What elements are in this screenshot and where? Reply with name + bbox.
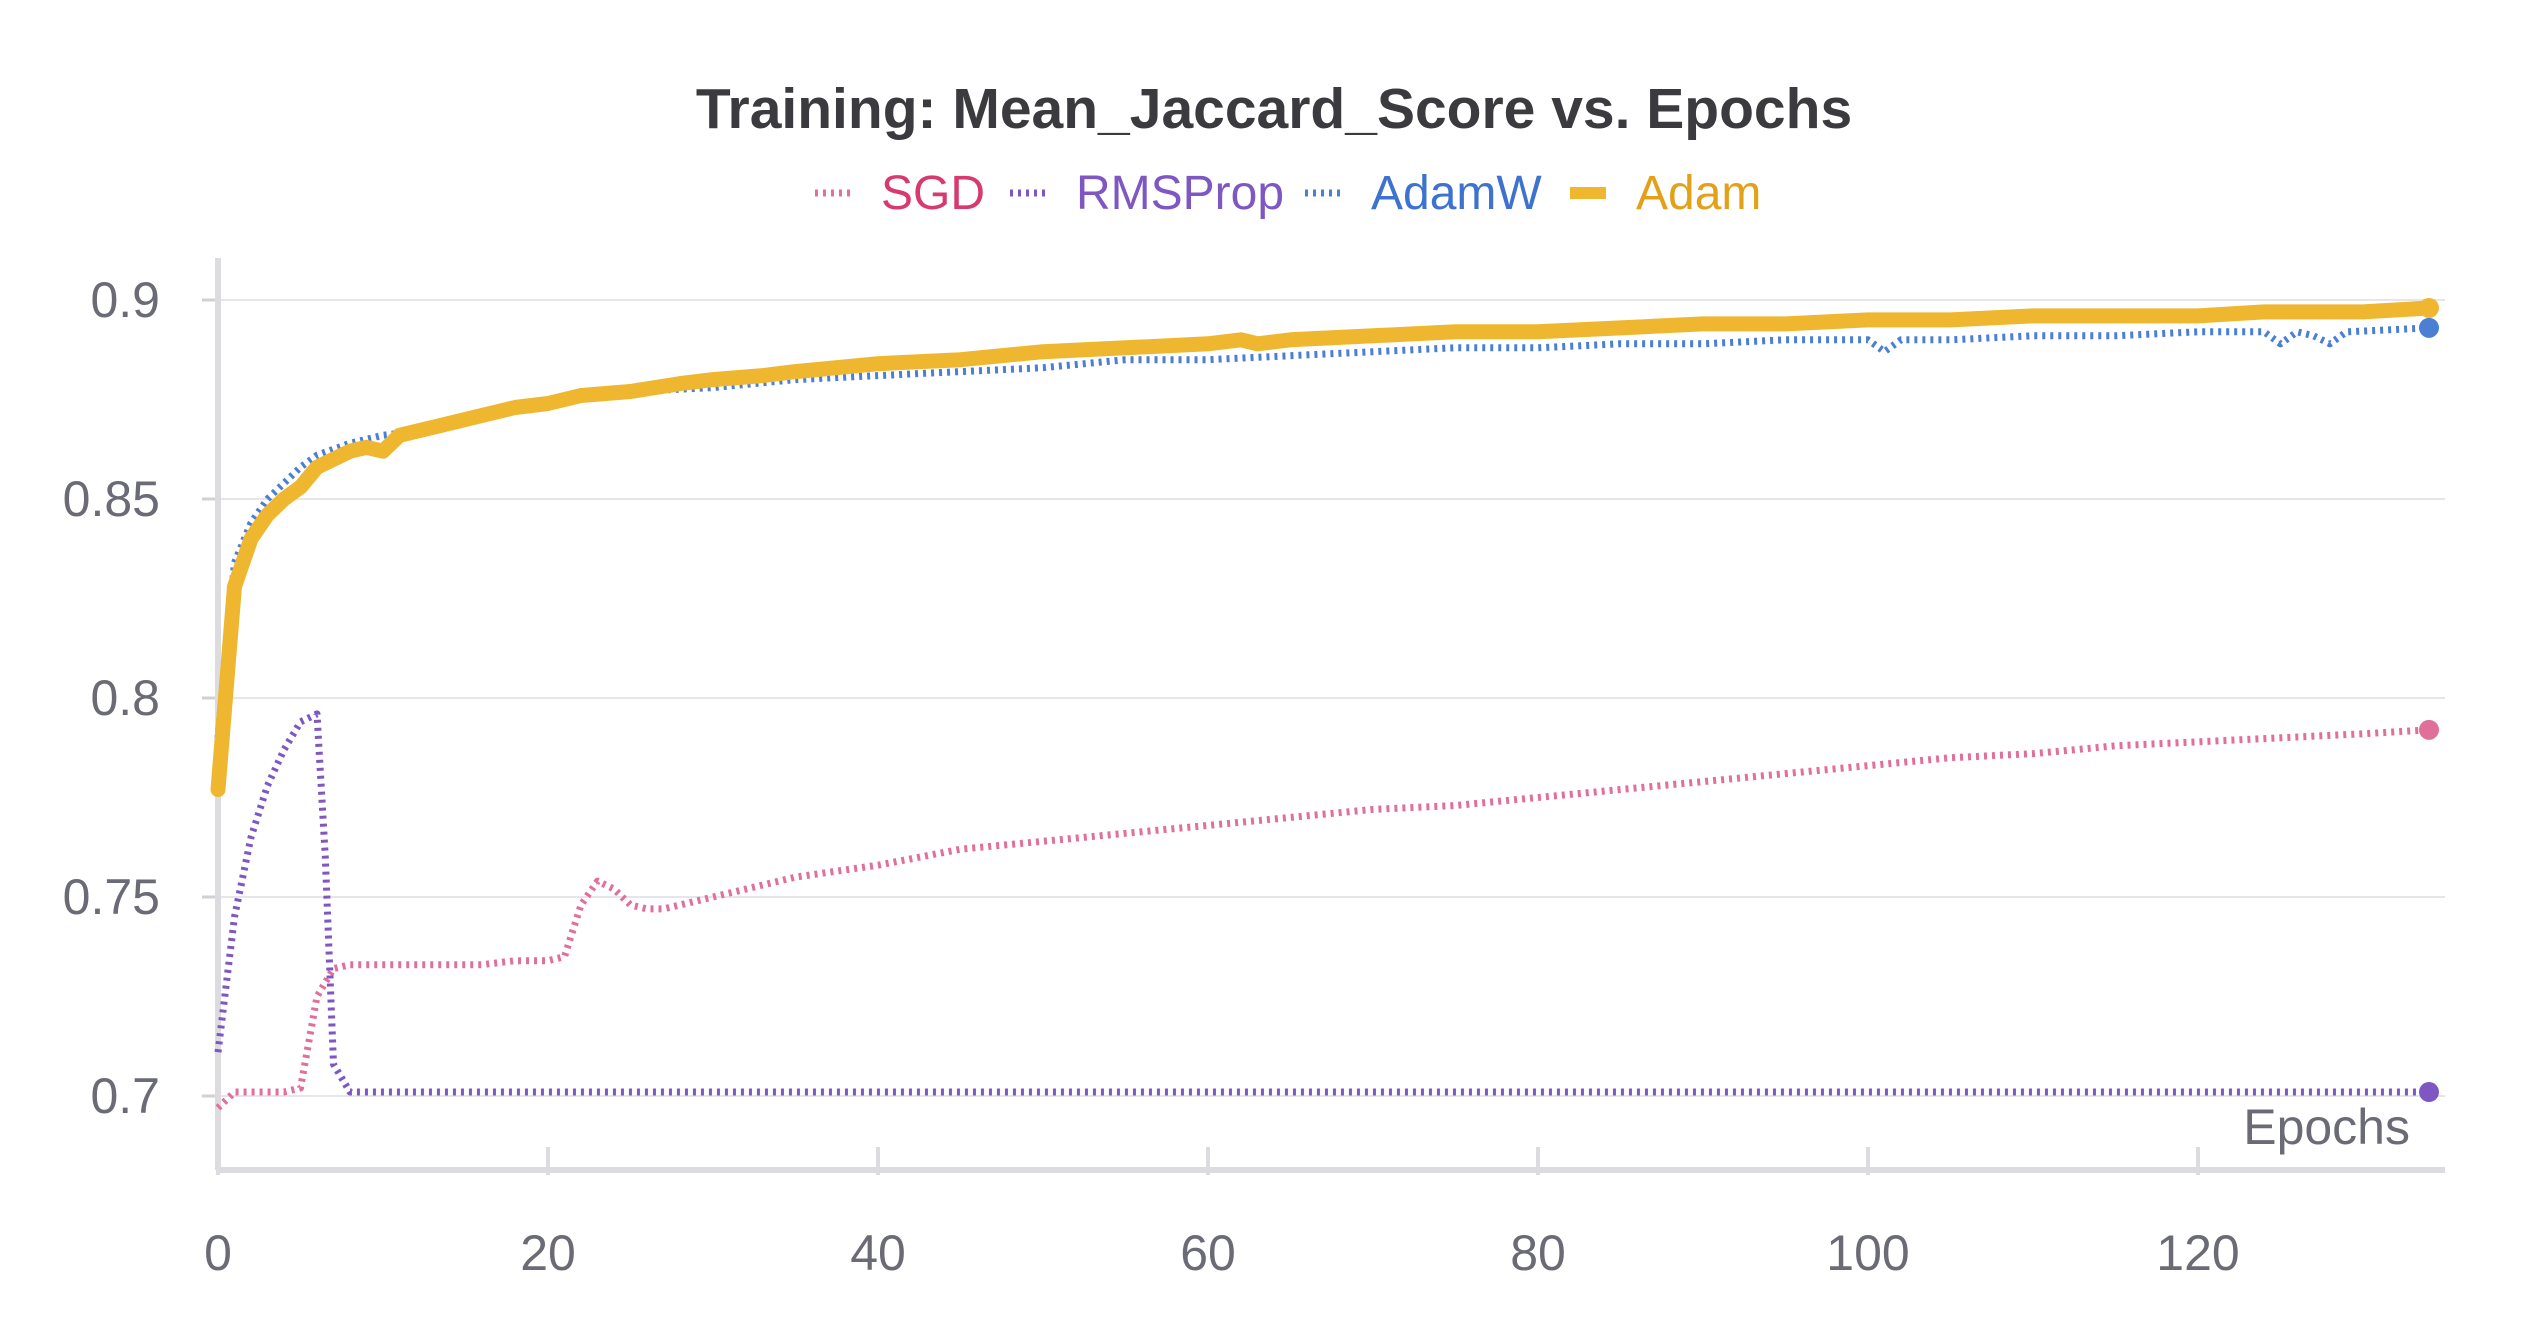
y-tick-label: 0.9	[90, 272, 160, 328]
series-line-sgd	[215, 726, 2430, 1111]
grid-lines: 0.7 0.75 0.8 0.85 0.9	[63, 272, 2445, 1124]
series-layer	[210, 297, 2439, 1111]
x-tick-label: 100	[1826, 1225, 1909, 1281]
legend-item-sgd[interactable]: SGD	[815, 167, 985, 220]
series-end-point-rmsprop	[2419, 1082, 2439, 1103]
x-tick-label: 120	[2156, 1225, 2239, 1281]
legend-label-adam: Adam	[1636, 167, 1761, 220]
series-end-point-sgd	[2419, 719, 2439, 740]
series-line-rmsprop	[214, 710, 2429, 1096]
x-tick-label: 0	[204, 1225, 232, 1281]
series-line-adamw	[214, 324, 2430, 739]
x-tick-label: 40	[850, 1225, 906, 1281]
legend: SGD RMSProp AdamW Adam	[815, 167, 1761, 220]
y-tick-label: 0.75	[63, 869, 160, 925]
chart-title: Training: Mean_Jaccard_Score vs. Epochs	[696, 77, 1852, 141]
x-tick-label: 20	[520, 1225, 576, 1281]
legend-label-sgd: SGD	[881, 167, 985, 220]
y-tick-label: 0.8	[90, 670, 160, 726]
x-tick-label: 80	[1510, 1225, 1566, 1281]
legend-label-adamw: AdamW	[1371, 167, 1542, 220]
series-end-point-adamw	[2419, 317, 2439, 338]
y-tick-label: 0.7	[90, 1068, 160, 1124]
legend-label-rmsprop: RMSProp	[1076, 167, 1284, 220]
legend-item-adam[interactable]: Adam	[1570, 167, 1761, 220]
series-end-point-adam	[2419, 297, 2439, 318]
legend-item-adamw[interactable]: AdamW	[1305, 167, 1542, 220]
x-axis-label: Epochs	[2243, 1099, 2410, 1155]
y-tick-label: 0.85	[63, 471, 160, 527]
legend-item-rmsprop[interactable]: RMSProp	[1010, 167, 1284, 220]
x-tick-label: 60	[1180, 1225, 1236, 1281]
series-line-adam	[210, 300, 2437, 797]
